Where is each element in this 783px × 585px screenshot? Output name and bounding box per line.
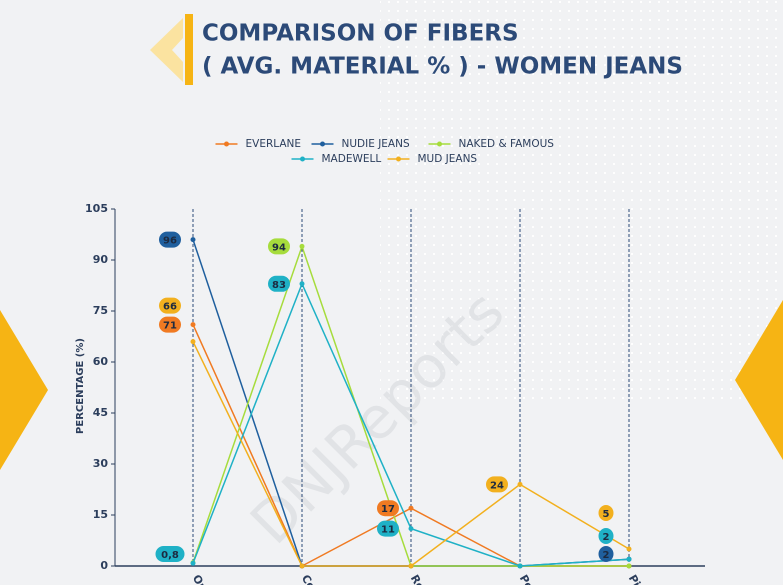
data-point xyxy=(517,563,523,569)
y-tick-label: 30 xyxy=(93,457,109,470)
x-tick-label: Po xyxy=(517,573,536,585)
data-point xyxy=(626,546,632,552)
data-label-bg xyxy=(268,275,290,292)
data-label: 5 xyxy=(603,509,610,520)
data-label-bg xyxy=(155,546,185,562)
data-label: 11 xyxy=(381,525,395,536)
legend-swatch-dot xyxy=(300,156,305,162)
y-tick-label: 90 xyxy=(93,253,109,266)
x-tick-label: Co xyxy=(299,573,318,585)
data-label: 17 xyxy=(381,504,395,515)
data-label-bg xyxy=(598,546,614,562)
data-point xyxy=(517,481,523,487)
data-point xyxy=(190,237,196,243)
decor-right xyxy=(735,300,783,460)
data-point xyxy=(190,560,196,566)
legend-swatch-dot xyxy=(437,141,442,147)
data-label: 24 xyxy=(490,480,504,491)
data-point xyxy=(626,563,632,569)
x-tick-label: Or xyxy=(190,573,209,585)
data-label-bg xyxy=(159,231,181,248)
data-label: 94 xyxy=(272,242,286,253)
legend-label: NAKED & FAMOUS xyxy=(459,138,555,150)
data-label-bg xyxy=(268,238,290,255)
legend-label: EVERLANE xyxy=(246,138,302,150)
y-tick-label: 0 xyxy=(100,559,108,572)
legend-swatch-dot xyxy=(224,141,229,147)
data-point xyxy=(190,339,196,345)
title-bar xyxy=(185,14,193,85)
chart-subtitle: ( AVG. MATERIAL % ) - WOMEN JEANS xyxy=(202,54,683,80)
data-label-bg xyxy=(159,316,181,333)
x-tick-label: Re xyxy=(408,573,427,585)
data-label: 66 xyxy=(163,302,177,313)
data-point xyxy=(626,556,632,562)
chart-title: COMPARISON OF FIBERS xyxy=(202,21,519,47)
data-point xyxy=(190,322,196,328)
data-point xyxy=(299,281,305,287)
y-axis-label: PERCENTAGE (%) xyxy=(75,338,86,434)
data-label: 0,8 xyxy=(161,550,179,561)
y-tick-label: 105 xyxy=(85,202,108,215)
decor-chevron xyxy=(150,18,183,82)
data-label: 2 xyxy=(603,550,610,561)
data-label: 71 xyxy=(163,321,177,332)
legend-label: MADEWELL xyxy=(322,153,382,165)
data-label-bg xyxy=(486,476,508,493)
data-label-bg xyxy=(159,297,181,314)
legend-label: MUD JEANS xyxy=(418,153,478,165)
data-label-bg xyxy=(598,528,614,544)
data-point xyxy=(408,526,414,532)
dot-pattern xyxy=(380,0,783,400)
y-tick-label: 60 xyxy=(93,355,109,368)
data-label-bg xyxy=(598,505,614,521)
legend-swatch-dot xyxy=(396,156,401,162)
decor-left xyxy=(0,310,48,470)
data-point xyxy=(299,243,305,249)
y-tick-label: 15 xyxy=(93,508,108,521)
x-tick-label: Pi xyxy=(626,573,643,585)
data-label-bg xyxy=(377,520,399,537)
data-label-bg xyxy=(377,500,399,517)
y-tick-label: 75 xyxy=(93,304,108,317)
y-tick-label: 45 xyxy=(93,406,108,419)
legend-swatch-dot xyxy=(320,141,325,147)
data-label: 83 xyxy=(272,280,286,291)
data-point xyxy=(408,505,414,511)
legend-label: NUDIE JEANS xyxy=(342,138,410,150)
data-point xyxy=(408,563,414,569)
data-point xyxy=(299,563,305,569)
data-label: 96 xyxy=(163,236,177,247)
data-label: 2 xyxy=(603,532,610,543)
